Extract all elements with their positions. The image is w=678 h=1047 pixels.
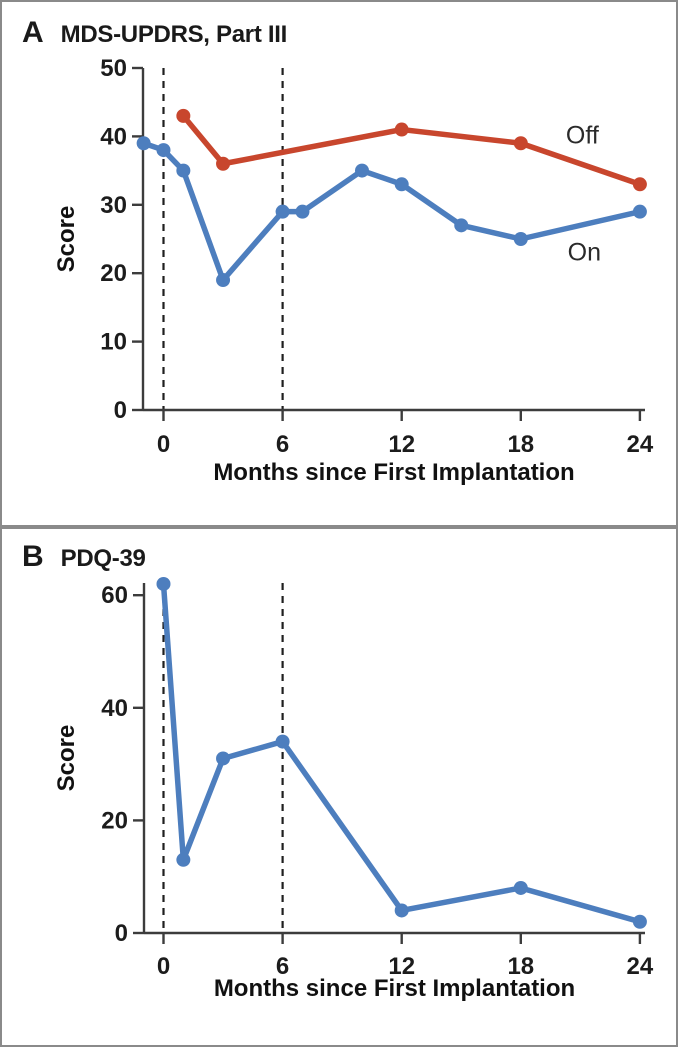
y-axis-label: Score bbox=[53, 725, 80, 792]
data-point-PDQ-39-month-1 bbox=[176, 852, 191, 867]
data-point-On-month-24 bbox=[632, 204, 647, 219]
panel-b-letter: B bbox=[22, 540, 44, 573]
data-point-On-month--1 bbox=[136, 136, 151, 151]
x-tick-label: 24 bbox=[627, 953, 654, 980]
data-point-On-month-7 bbox=[295, 204, 310, 219]
x-tick-label: 6 bbox=[276, 953, 289, 980]
data-point-Off-month-1 bbox=[176, 108, 191, 123]
data-point-PDQ-39-month-24 bbox=[632, 914, 647, 929]
data-point-On-month-0 bbox=[156, 143, 171, 158]
data-point-PDQ-39-month-6 bbox=[275, 734, 290, 749]
x-tick-label: 12 bbox=[388, 431, 415, 458]
x-tick-label: 0 bbox=[157, 431, 170, 458]
data-point-On-month-12 bbox=[394, 177, 409, 192]
panel-divider bbox=[2, 525, 676, 529]
data-point-PDQ-39-month-18 bbox=[513, 880, 528, 895]
y-tick-label: 0 bbox=[115, 920, 128, 947]
x-tick-label: 18 bbox=[507, 953, 534, 980]
x-tick-label: 6 bbox=[276, 431, 289, 458]
x-axis-label: Months since First Implantation bbox=[214, 975, 575, 1002]
x-tick-label: 0 bbox=[157, 953, 170, 980]
x-tick-label: 24 bbox=[627, 431, 654, 458]
data-point-Off-month-12 bbox=[394, 122, 409, 137]
data-point-On-month-6 bbox=[275, 204, 290, 219]
data-point-PDQ-39-month-3 bbox=[216, 751, 231, 766]
y-tick-label: 20 bbox=[100, 260, 127, 287]
y-tick-label: 40 bbox=[100, 123, 127, 150]
x-tick-label: 12 bbox=[388, 953, 415, 980]
panel-b-title: PDQ-39 bbox=[60, 545, 146, 572]
y-tick-label: 10 bbox=[100, 329, 127, 356]
series-label-Off: Off bbox=[566, 121, 599, 149]
y-tick-label: 60 bbox=[101, 582, 128, 609]
plot-area-A: 0 10 20 30 40 50 0 6 12 18 24 Months since First Im… bbox=[53, 55, 654, 486]
chart-b-plot: 0 20 40 60 0 6 12 18 24 Months since First Implan… bbox=[53, 576, 654, 1002]
data-point-PDQ-39-month-12 bbox=[394, 903, 409, 918]
data-point-On-month-15 bbox=[454, 218, 469, 233]
y-tick-label: 40 bbox=[101, 695, 128, 722]
data-point-Off-month-24 bbox=[632, 177, 647, 192]
series-line-PDQ-39 bbox=[160, 581, 643, 925]
y-axis-label: Score bbox=[53, 206, 80, 273]
panel-a-title: MDS-UPDRS, Part III bbox=[60, 21, 288, 48]
data-point-On-month-1 bbox=[176, 163, 191, 178]
panel-a-header: A MDS-UPDRS, Part III bbox=[22, 16, 287, 50]
x-tick-label: 18 bbox=[507, 431, 534, 458]
panel-a-letter: A bbox=[22, 16, 44, 49]
data-point-On-month-18 bbox=[513, 232, 528, 246]
y-tick-label: 30 bbox=[100, 192, 127, 219]
series-label-On: On bbox=[568, 238, 601, 266]
panel-b: B PDQ-39 0 20 40 60 0 6 12 18 24 Months since Fir… bbox=[2, 529, 676, 1045]
y-tick-label: 20 bbox=[101, 807, 128, 834]
chart-a-plot: 0 10 20 30 40 50 0 6 12 18 24 Months since First Im… bbox=[53, 55, 654, 486]
data-point-Off-month-18 bbox=[513, 136, 528, 151]
data-point-On-month-10 bbox=[355, 163, 369, 178]
panel-a: A MDS-UPDRS, Part III 0 10 20 30 40 50 0 6 12 18 2… bbox=[2, 2, 676, 525]
y-tick-label: 50 bbox=[100, 55, 127, 82]
plot-area-B: 0 20 40 60 0 6 12 18 24 Months since First Implan… bbox=[53, 576, 654, 1002]
data-point-Off-month-3 bbox=[216, 156, 231, 171]
data-point-On-month-3 bbox=[216, 273, 231, 288]
x-axis-label: Months since First Implantation bbox=[213, 459, 574, 486]
panel-b-header: B PDQ-39 bbox=[22, 540, 146, 574]
data-point-PDQ-39-month-0 bbox=[156, 576, 171, 591]
y-tick-label: 0 bbox=[114, 397, 127, 424]
